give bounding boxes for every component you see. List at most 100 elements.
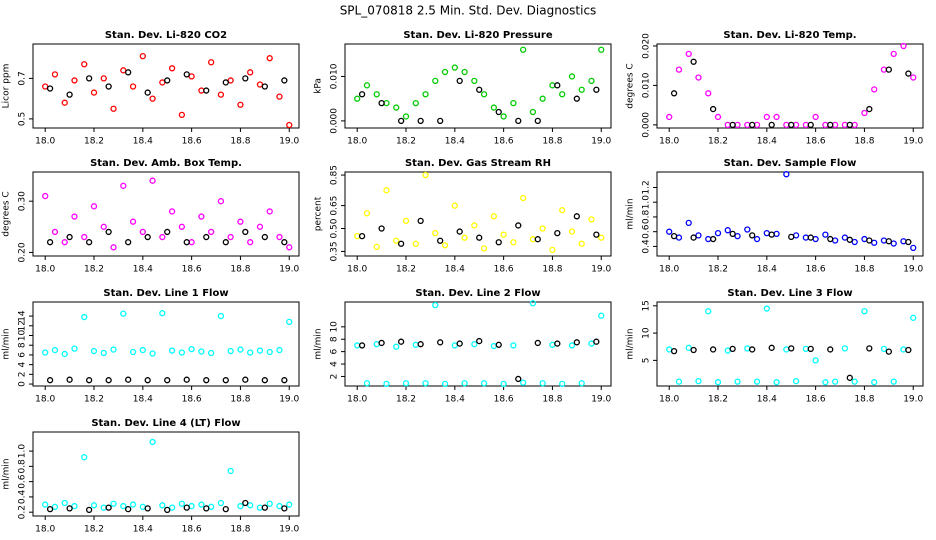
data-point [217,91,225,98]
y-tick-label: 0.4 [642,239,652,254]
data-point [51,228,59,236]
data-point [144,505,151,512]
data-point [105,228,112,236]
x-tick-label: 19.0 [903,265,923,275]
data-point [164,77,171,84]
data-point [666,113,673,121]
data-point [554,340,561,347]
data-point [890,240,897,247]
data-point [286,121,293,129]
data-point [71,77,78,84]
x-tick-label: 18.8 [854,265,874,275]
x-tick-label: 19.0 [279,265,299,275]
data-point [354,95,361,102]
data-point [861,308,868,315]
data-point [417,117,424,125]
data-point [281,377,288,384]
data-point [358,91,366,98]
data-point [822,231,829,238]
data-point [207,349,215,357]
data-point [670,232,678,240]
data-point [261,233,268,241]
data-point [217,499,225,507]
data-point [705,90,712,97]
x-tick-label: 18.2 [84,137,104,147]
data-point [256,223,264,230]
data-point [846,374,853,381]
data-point [129,83,137,90]
data-point [46,85,54,92]
y-axis-label: degrees C [2,191,12,236]
data-point [437,339,444,346]
y-tick-label: 1.0 [18,444,28,459]
data-point [378,339,385,347]
data-point [773,379,780,386]
data-point [539,225,546,232]
data-point [549,246,556,254]
data-point [90,502,98,509]
data-point [773,113,780,121]
data-point [105,377,112,384]
plot-frame [344,43,612,129]
x-tick-label: 18.6 [182,137,202,147]
x-tick-label: 18.4 [757,137,777,147]
data-point [456,340,463,347]
data-point [227,467,234,475]
data-point [373,243,380,250]
data-point [529,300,537,307]
data-point [461,68,468,76]
data-point [827,121,834,128]
data-point [695,74,702,81]
data-point [266,55,273,62]
data-point [905,70,912,77]
y-tick-label: 0.8 [18,459,28,474]
data-point [871,239,878,246]
data-point [519,379,527,386]
data-point [812,113,819,121]
data-point [402,113,410,120]
data-point [788,345,795,352]
data-point [714,379,722,386]
data-point [515,222,522,229]
data-point [534,339,541,347]
data-point [598,234,605,241]
data-point [417,341,424,348]
data-point [768,121,775,128]
data-point [675,378,683,385]
data-point [266,208,273,215]
data-point [841,345,849,352]
x-tick-label: 18.6 [182,265,202,275]
x-tick-label: 18.8 [230,265,250,275]
data-point [827,235,834,243]
data-point [910,314,917,321]
data-point [807,234,814,241]
data-point [402,217,410,225]
data-point [573,339,580,346]
data-point [480,245,488,252]
data-point [422,171,429,179]
data-point [432,301,439,309]
x-tick-label: 18.0 [35,265,55,275]
data-point [709,346,717,353]
y-tick-label: 4 [18,362,28,368]
data-point [709,105,717,113]
data-point [120,182,127,189]
data-point [203,233,210,241]
data-point [559,91,566,98]
data-point [807,345,814,353]
panel: Stan. Dev. Line 3 Flow ml/min 18.0 18.2 18.4… [626,288,924,405]
data-point [559,207,566,214]
data-point [549,341,556,348]
y-tick-label: 12 [18,320,28,331]
data-point [910,244,917,252]
data-point [81,313,88,321]
data-point [61,499,68,507]
data-point [61,350,68,358]
data-point [495,108,502,116]
data-point [66,91,73,98]
x-tick-label: 18.4 [445,395,465,405]
data-point [539,380,546,387]
data-point [573,95,580,102]
data-point [783,171,790,178]
data-point [705,308,712,315]
